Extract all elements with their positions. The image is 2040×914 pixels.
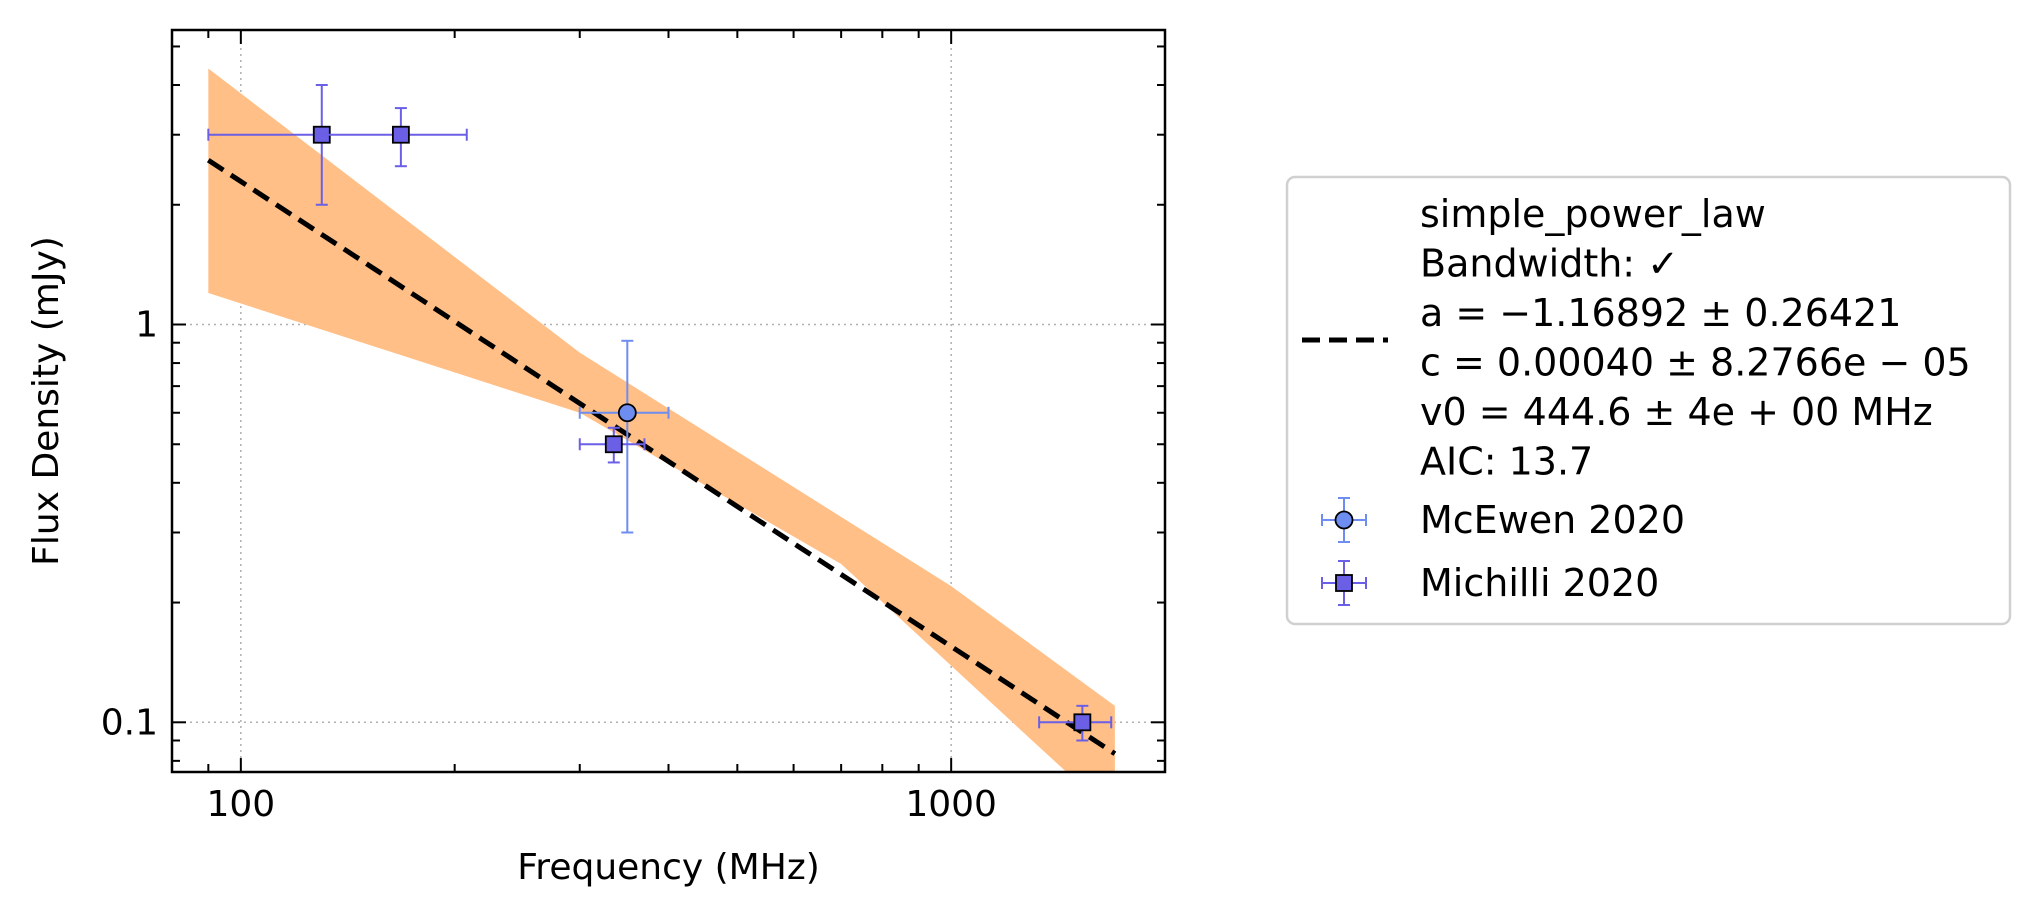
fit-line-layer xyxy=(206,158,1117,756)
tick-labels: 100 1000 0.1 1 xyxy=(101,305,997,825)
data-point xyxy=(1038,704,1113,742)
x-tick-label: 1000 xyxy=(905,784,997,825)
legend-fit-bandwidth: Bandwidth: ✓ xyxy=(1420,242,1679,286)
square-marker xyxy=(391,125,410,144)
square-marker xyxy=(604,435,623,454)
legend-michilli-marker xyxy=(1321,560,1367,606)
data-point xyxy=(578,339,670,534)
legend-mcewen-marker xyxy=(1321,497,1367,543)
legend-mcewen-label: McEwen 2020 xyxy=(1420,498,1685,542)
legend-fit-param-c: c = 0.00040 ± 8.2766e − 05 xyxy=(1420,341,1971,385)
legend-box xyxy=(1285,175,2012,626)
circle-marker xyxy=(617,403,637,423)
y-axis-title: Flux Density (mJy) xyxy=(26,236,67,566)
fit-line xyxy=(206,158,1117,756)
x-axis-title: Frequency (MHz) xyxy=(517,847,820,888)
legend-michilli-label: Michilli 2020 xyxy=(1420,561,1659,605)
fit-uncertainty-band xyxy=(208,68,1115,772)
legend-fit-model-name: simple_power_law xyxy=(1420,192,1766,236)
square-marker xyxy=(1073,713,1092,732)
x-tick-label: 100 xyxy=(206,784,275,825)
legend-fit-param-v0: v0 = 444.6 ± 4e + 00 MHz xyxy=(1420,390,1933,434)
data-point xyxy=(315,107,468,168)
data-points xyxy=(207,84,1113,742)
legend-fit-aic: AIC: 13.7 xyxy=(1420,440,1593,484)
legend-circle-marker xyxy=(1334,510,1354,530)
y-tick-label: 0.1 xyxy=(101,702,158,743)
data-point xyxy=(578,426,646,464)
legend-fit-param-a: a = −1.16892 ± 0.26421 xyxy=(1420,291,1901,335)
y-tick-label: 1 xyxy=(135,305,158,346)
fit-band xyxy=(208,68,1115,772)
legend-square-marker xyxy=(1335,574,1353,592)
legend: simple_power_law Bandwidth: ✓ a = −1.168… xyxy=(1285,175,2012,626)
axis-ticks xyxy=(171,30,1166,772)
